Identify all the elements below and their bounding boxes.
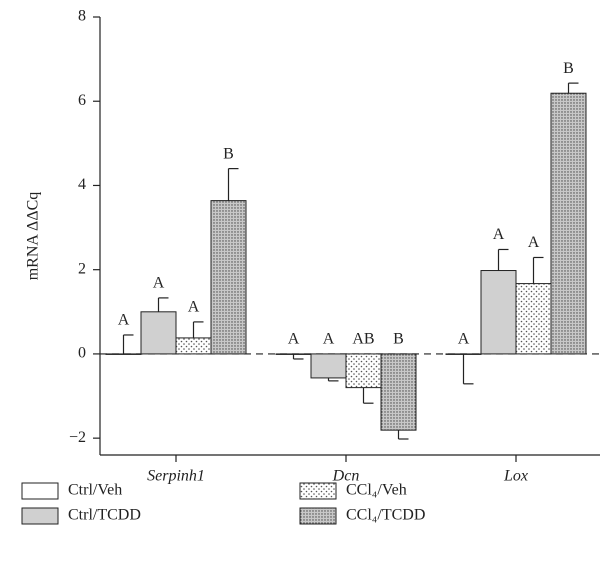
y-axis-label: mRNA ΔΔCq bbox=[25, 192, 42, 281]
bar bbox=[105, 353, 142, 355]
significance-label: A bbox=[458, 331, 470, 348]
significance-label: B bbox=[223, 145, 234, 162]
legend-swatch bbox=[299, 482, 337, 500]
y-tick-label: 4 bbox=[78, 176, 86, 193]
significance-label: A bbox=[288, 331, 300, 348]
y-tick-label: 2 bbox=[78, 260, 86, 277]
bar bbox=[480, 270, 517, 355]
x-tick-label: Dcn bbox=[332, 468, 360, 485]
significance-label: A bbox=[528, 234, 540, 251]
legend-swatch bbox=[299, 507, 337, 525]
bar bbox=[515, 283, 552, 355]
bar bbox=[210, 200, 247, 355]
legend-swatch bbox=[21, 507, 59, 525]
bar bbox=[175, 337, 212, 355]
x-tick-label: Serpinh1 bbox=[147, 468, 205, 485]
legend-label: Ctrl/Veh bbox=[68, 482, 122, 499]
significance-label: A bbox=[323, 331, 335, 348]
significance-label: A bbox=[153, 275, 165, 292]
legend-swatch bbox=[21, 482, 59, 500]
legend-label: Ctrl/TCDD bbox=[68, 507, 141, 524]
x-tick-label: Lox bbox=[503, 468, 528, 485]
significance-label: B bbox=[563, 60, 574, 77]
significance-label: A bbox=[493, 226, 505, 243]
bar bbox=[140, 311, 177, 355]
significance-label: AB bbox=[352, 331, 374, 348]
y-tick-label: 8 bbox=[78, 8, 86, 25]
significance-label: A bbox=[188, 299, 200, 316]
legend-label: CCl₄/TCDD bbox=[346, 507, 425, 524]
bar bbox=[550, 92, 587, 355]
bar bbox=[310, 353, 347, 379]
y-tick-label: 0 bbox=[78, 345, 86, 362]
bar bbox=[345, 353, 382, 389]
significance-label: A bbox=[118, 312, 130, 329]
y-tick-label: −2 bbox=[69, 429, 86, 446]
significance-label: B bbox=[393, 331, 404, 348]
legend-label: CCl₄/Veh bbox=[346, 482, 407, 499]
y-tick-label: 6 bbox=[78, 92, 86, 109]
bar bbox=[380, 353, 417, 431]
